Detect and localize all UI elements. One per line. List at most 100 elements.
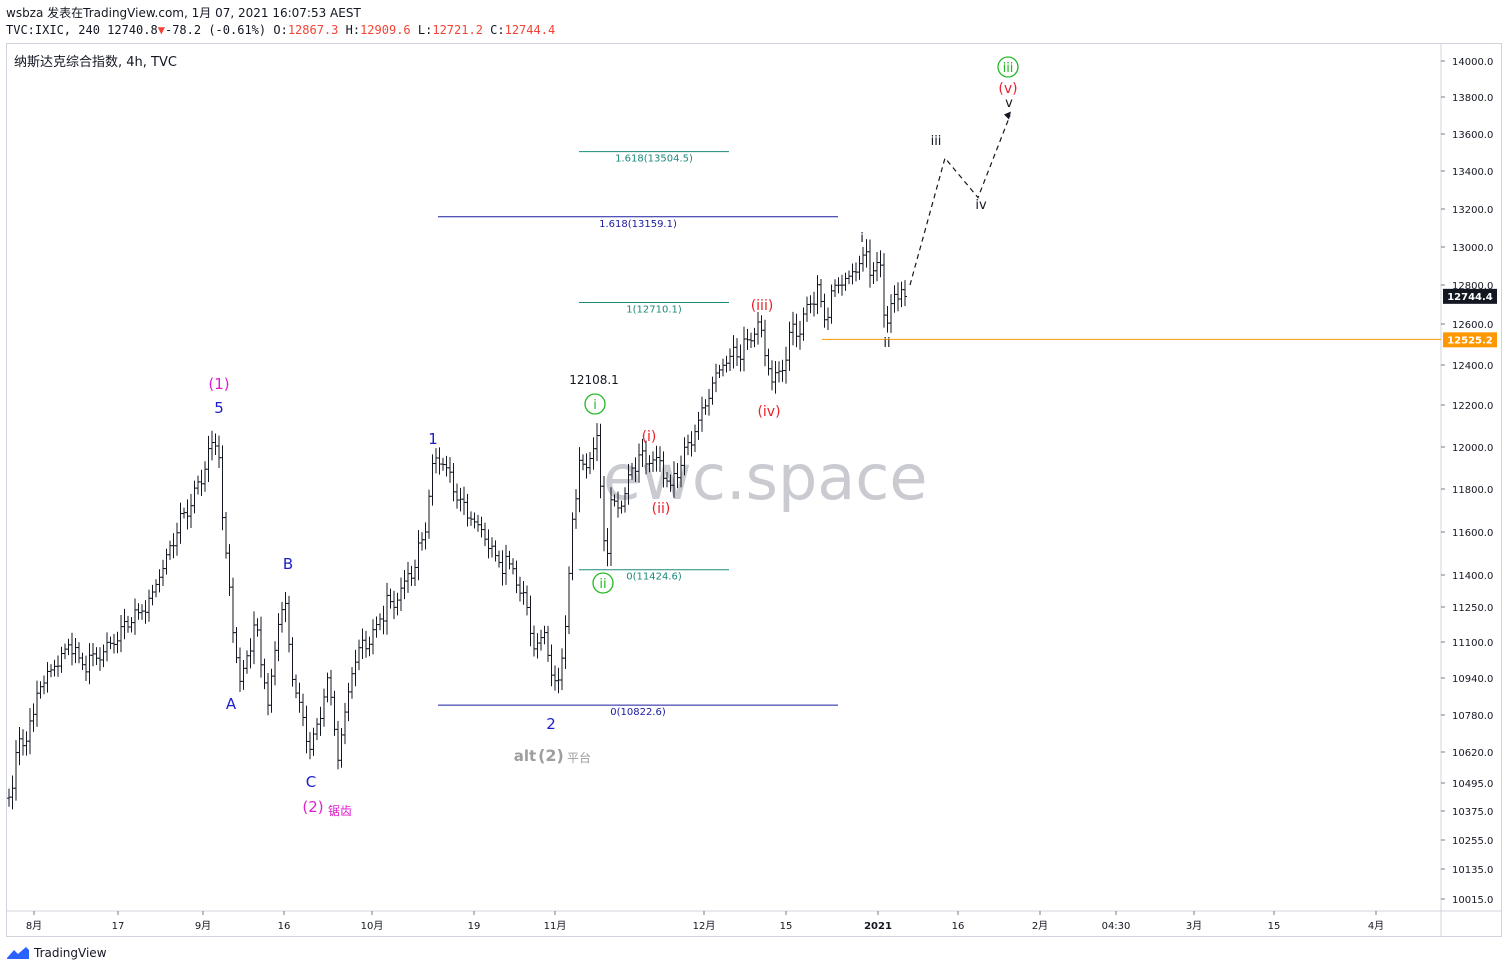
- ohlc-bar: [469, 511, 473, 526]
- time-axis[interactable]: 8月 17 9月 16 10月 19 11月 12月 15 2021 16 2月 04:30 3月 15 4月: [26, 911, 1384, 932]
- ohlc-bar: [700, 396, 704, 432]
- price-tick-label: 13800.0: [1452, 93, 1493, 104]
- ohlc-bar: [476, 514, 480, 532]
- ohlc-bar: [871, 262, 876, 285]
- ohlc-bar: [378, 613, 382, 631]
- ohlc-bar: [122, 608, 127, 640]
- ohlc-bar: [721, 358, 725, 377]
- ohlc-bar: [70, 632, 74, 666]
- ohlc-bar: [140, 604, 144, 620]
- ohlc-bar: [94, 647, 99, 666]
- ohlc-bar: [234, 627, 239, 664]
- ohlc-bar: [542, 625, 547, 645]
- ohlc-bar: [591, 437, 596, 470]
- tradingview-footer[interactable]: TradingView: [6, 946, 107, 960]
- ohlc-bar: [423, 522, 428, 550]
- wave-label: 2: [546, 715, 556, 733]
- fibonacci-levels: 1.618(13504.5) 1.618(13159.1) 1(12710.1) 0(…: [438, 151, 838, 718]
- ohlc-bar: [311, 727, 316, 756]
- ohlc-bar: [521, 581, 526, 605]
- ohlc-bar: [115, 631, 120, 654]
- ohlc-bar: [290, 637, 295, 687]
- ohlc-bar: [864, 239, 869, 268]
- high-value: 12909.6: [360, 23, 411, 37]
- ohlc-bar: [385, 582, 389, 635]
- ohlc-bar: [493, 540, 498, 562]
- ohlc-bar: [556, 667, 561, 694]
- ohlc-bar: [507, 550, 512, 570]
- time-tick-label: 15: [1268, 921, 1281, 932]
- ohlc-bar: [833, 279, 837, 297]
- price-tick-label: 11800.0: [1452, 485, 1493, 496]
- wave-label: v: [1005, 96, 1013, 111]
- ohlc-bar: [787, 321, 792, 371]
- ohlc-bar: [280, 601, 284, 633]
- ohlc-bar: [252, 611, 256, 665]
- ohlc-bar: [175, 522, 179, 556]
- ohlc-bar: [28, 707, 32, 755]
- wave-label: iv: [975, 198, 987, 213]
- ohlc-bar: [353, 649, 358, 687]
- price-change: -78.2 (-0.61%): [164, 23, 267, 37]
- price-tick-label: 13200.0: [1452, 205, 1493, 216]
- ohlc-bar: [24, 731, 29, 756]
- last-price: 12740.8: [107, 23, 158, 37]
- ohlc-bar: [262, 658, 267, 690]
- ohlc-bar: [84, 655, 88, 682]
- time-tick-label: 2021: [864, 921, 892, 932]
- ohlc-bar: [339, 727, 344, 768]
- wave-label: 1: [428, 430, 438, 448]
- ohlc-bar: [38, 681, 43, 699]
- ohlc-bar: [420, 532, 424, 551]
- ohlc-bar: [441, 457, 445, 471]
- price-tick-label: 11250.0: [1452, 603, 1493, 614]
- ohlc-bar: [199, 469, 204, 497]
- price-tick-label: 10780.0: [1452, 711, 1493, 722]
- ohlc-bar: [815, 275, 820, 315]
- ohlc-bar: [203, 461, 207, 492]
- chart-frame[interactable]: [6, 43, 1502, 937]
- ohlc-bar: [756, 312, 760, 345]
- wave-label-circle: [584, 393, 606, 415]
- ohlc-bar: [77, 642, 81, 664]
- price-axis[interactable]: 14000.0 13800.0 13600.0 13400.0 13200.0 13000…: [1441, 57, 1493, 906]
- ohlc-bar: [126, 615, 130, 633]
- ohlc-bar: [343, 702, 347, 745]
- wave-label: iii: [1003, 61, 1014, 76]
- ohlc-bar: [448, 457, 452, 483]
- ohlc-bar: [567, 566, 571, 635]
- ohlc-bar: [696, 411, 701, 440]
- wave-label-circle: [997, 56, 1019, 78]
- ohlc-bar: [101, 644, 106, 668]
- ohlc-bar: [304, 705, 309, 754]
- time-tick-label: 4月: [1368, 920, 1384, 932]
- ohlc-bar: [766, 348, 771, 376]
- ohlc-bar: [259, 616, 263, 678]
- ohlc-bar: [98, 647, 102, 671]
- projection-path: [909, 115, 1011, 286]
- wave-label: alt: [514, 747, 536, 765]
- time-tick-label: 8月: [26, 920, 42, 932]
- ohlc-bar: [7, 788, 11, 807]
- ohlc-bar: [119, 614, 123, 653]
- price-tick-label: 13400.0: [1452, 167, 1493, 178]
- wave-label: 平台: [567, 750, 591, 765]
- ohlc-bar: [742, 326, 746, 372]
- chart-author-line: wsbza 发表在TradingView.com, 1月 07, 2021 16…: [6, 6, 361, 20]
- ohlc-bar: [703, 399, 708, 415]
- ohlc-bar: [287, 595, 291, 653]
- wave-label: C: [306, 773, 316, 791]
- price-label-text: 12744.4: [1447, 292, 1493, 303]
- ohlc-bar: [497, 550, 501, 568]
- ohlc-bar: [728, 348, 732, 372]
- ohlc-bar: [546, 625, 550, 662]
- time-tick-label: 2月: [1032, 920, 1048, 932]
- ohlc-bar: [91, 642, 95, 667]
- price-tick-label: 10255.0: [1452, 836, 1493, 847]
- low-label: L:: [417, 23, 433, 37]
- ohlc-bar: [371, 619, 375, 655]
- ohlc-bar: [588, 452, 592, 475]
- ohlc-bar: [437, 447, 442, 475]
